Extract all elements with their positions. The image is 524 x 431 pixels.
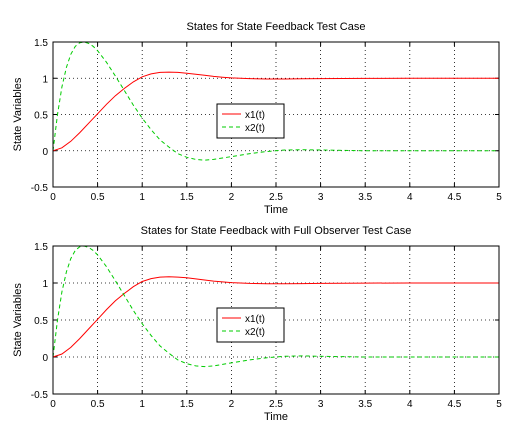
y-tick-label: 0 [42, 147, 48, 158]
legend-label: x2(t) [245, 123, 265, 134]
y-tick-label: 1 [42, 279, 48, 290]
x-axis-label: Time [264, 411, 288, 423]
x-tick-label: 0.5 [91, 192, 105, 203]
x-tick-label: 4 [407, 192, 413, 203]
series-line-x2t [52, 245, 499, 368]
x-tick-label: 4.5 [447, 399, 461, 410]
y-axis-label: State Variables [12, 283, 24, 357]
x-tick-label: 1 [139, 192, 145, 203]
y-tick-label: 1.5 [34, 38, 48, 49]
y-tick-label: -0.5 [31, 390, 49, 401]
grid [53, 246, 499, 394]
x-tick-label: 0.5 [91, 399, 105, 410]
x-tick-label: 4.5 [447, 192, 461, 203]
y-tick-label: 1.5 [34, 242, 48, 253]
legend-label: x2(t) [245, 327, 265, 338]
y-axis-label: State Variables [12, 77, 24, 151]
y-tick-label: 0.5 [34, 111, 48, 122]
chart-title: States for State Feedback with Full Obse… [141, 225, 412, 237]
chart-panel-2: 0 0.5 1 1.5 2 2.5 3 3.5 4 4.5 5-0.500.511.5States … [12, 225, 502, 423]
legend: x1(t) x2(t) [216, 307, 285, 343]
x-tick-label: 2.5 [269, 399, 283, 410]
legend-box [216, 307, 285, 343]
x-tick-label: 3.5 [358, 192, 372, 203]
y-tick-label: 0.5 [34, 316, 48, 327]
x-tick-label: 2.5 [269, 192, 283, 203]
x-tick-label: 5 [496, 399, 502, 410]
axes-box [52, 41, 500, 188]
x-tick-label: 2 [229, 399, 235, 410]
x-tick-label: 2 [229, 192, 235, 203]
series-line-x1t [52, 276, 499, 358]
legend: x1(t) x2(t) [216, 103, 285, 139]
x-tick-label: 0 [50, 192, 56, 203]
series-line-x2t [52, 41, 499, 161]
x-tick-label: 3 [318, 399, 324, 410]
x-tick-label: 3.5 [358, 399, 372, 410]
x-tick-label: 5 [496, 192, 502, 203]
y-tick-label: -0.5 [31, 183, 49, 194]
y-tick-label: 1 [42, 74, 48, 85]
grid [53, 42, 499, 187]
y-tick-label: 0 [42, 353, 48, 364]
legend-label: x1(t) [245, 314, 265, 325]
series-line-x1t [52, 71, 499, 152]
axes-box [52, 245, 500, 395]
legend-label: x1(t) [245, 110, 265, 121]
chart-panel-1: 0 0.5 1 1.5 2 2.5 3 3.5 4 4.5 5-0.500.511.5States … [12, 21, 502, 216]
x-axis-label: Time [264, 204, 288, 216]
x-tick-label: 4 [407, 399, 413, 410]
x-tick-label: 1.5 [180, 399, 194, 410]
legend-box [216, 103, 285, 139]
chart-title: States for State Feedback Test Case [187, 21, 366, 33]
x-tick-label: 0 [50, 399, 56, 410]
x-tick-label: 1.5 [180, 192, 194, 203]
x-tick-label: 1 [139, 399, 145, 410]
x-tick-label: 3 [318, 192, 324, 203]
